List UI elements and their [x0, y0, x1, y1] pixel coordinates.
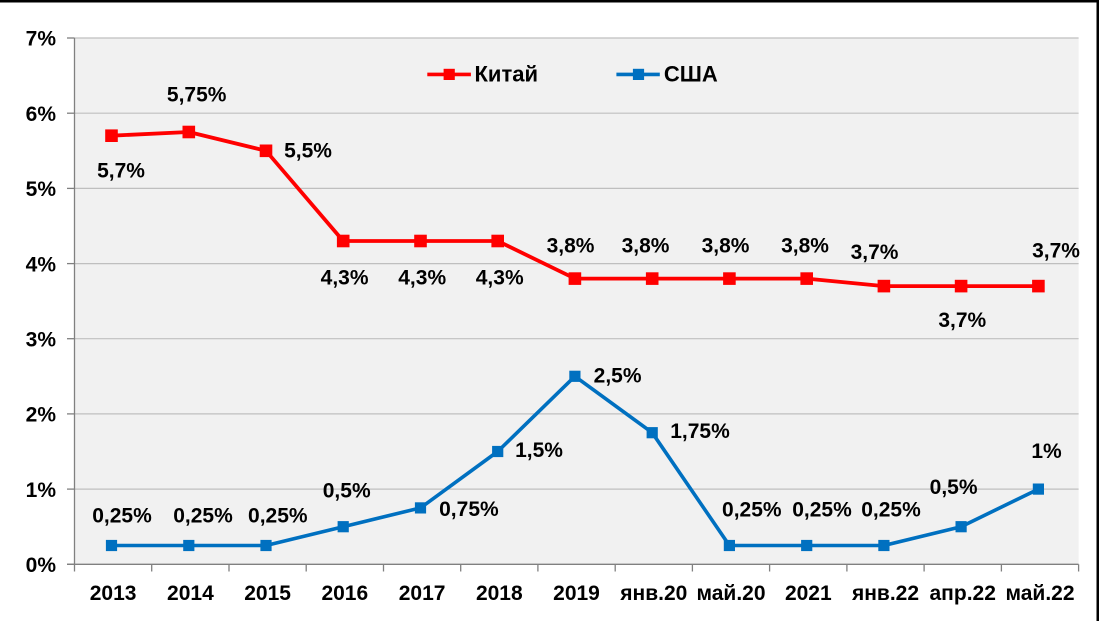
svg-text:0,5%: 0,5% — [930, 476, 978, 499]
svg-text:май.22: май.22 — [1005, 582, 1074, 605]
svg-text:2018: 2018 — [476, 582, 523, 605]
svg-text:0,25%: 0,25% — [792, 499, 852, 522]
svg-text:3,8%: 3,8% — [622, 235, 670, 258]
svg-text:2%: 2% — [26, 404, 57, 427]
svg-text:0,5%: 0,5% — [323, 480, 371, 503]
svg-text:2013: 2013 — [90, 582, 137, 605]
svg-text:1%: 1% — [1031, 440, 1062, 463]
svg-text:янв.20: янв.20 — [619, 582, 687, 605]
svg-text:5,7%: 5,7% — [97, 160, 145, 183]
svg-text:4,3%: 4,3% — [321, 267, 369, 290]
svg-text:2017: 2017 — [399, 582, 446, 605]
svg-text:1%: 1% — [26, 479, 57, 502]
svg-text:0,25%: 0,25% — [722, 499, 782, 522]
svg-text:2021: 2021 — [785, 582, 832, 605]
svg-text:5,75%: 5,75% — [167, 84, 227, 107]
svg-text:7%: 7% — [26, 28, 57, 51]
svg-text:4%: 4% — [26, 253, 57, 276]
svg-text:1,5%: 1,5% — [515, 439, 563, 462]
svg-text:1,75%: 1,75% — [670, 420, 730, 443]
svg-text:0,25%: 0,25% — [92, 505, 152, 528]
svg-text:май.20: май.20 — [696, 582, 765, 605]
svg-text:2016: 2016 — [321, 582, 368, 605]
svg-text:5%: 5% — [26, 178, 57, 201]
svg-text:3,8%: 3,8% — [781, 235, 829, 258]
svg-text:2,5%: 2,5% — [594, 365, 642, 388]
svg-text:4,3%: 4,3% — [398, 267, 446, 290]
svg-text:0,25%: 0,25% — [861, 499, 921, 522]
svg-text:2015: 2015 — [244, 582, 291, 605]
svg-text:6%: 6% — [26, 103, 57, 126]
svg-text:3,8%: 3,8% — [702, 235, 750, 258]
svg-text:5,5%: 5,5% — [284, 140, 332, 163]
svg-text:0,25%: 0,25% — [173, 505, 233, 528]
svg-text:2019: 2019 — [553, 582, 600, 605]
svg-text:0,75%: 0,75% — [439, 498, 499, 521]
svg-text:апр.22: апр.22 — [930, 582, 996, 605]
svg-text:янв.22: янв.22 — [851, 582, 919, 605]
svg-text:0,25%: 0,25% — [248, 505, 308, 528]
svg-text:3,7%: 3,7% — [1032, 240, 1080, 263]
svg-text:3,7%: 3,7% — [851, 241, 899, 264]
svg-text:Китай: Китай — [475, 61, 539, 86]
svg-text:4,3%: 4,3% — [476, 267, 524, 290]
svg-text:3,7%: 3,7% — [938, 309, 986, 332]
svg-text:2014: 2014 — [167, 582, 214, 605]
svg-text:3,8%: 3,8% — [547, 235, 595, 258]
svg-text:0%: 0% — [26, 554, 57, 577]
svg-text:США: США — [664, 61, 718, 86]
svg-text:3%: 3% — [26, 328, 57, 351]
